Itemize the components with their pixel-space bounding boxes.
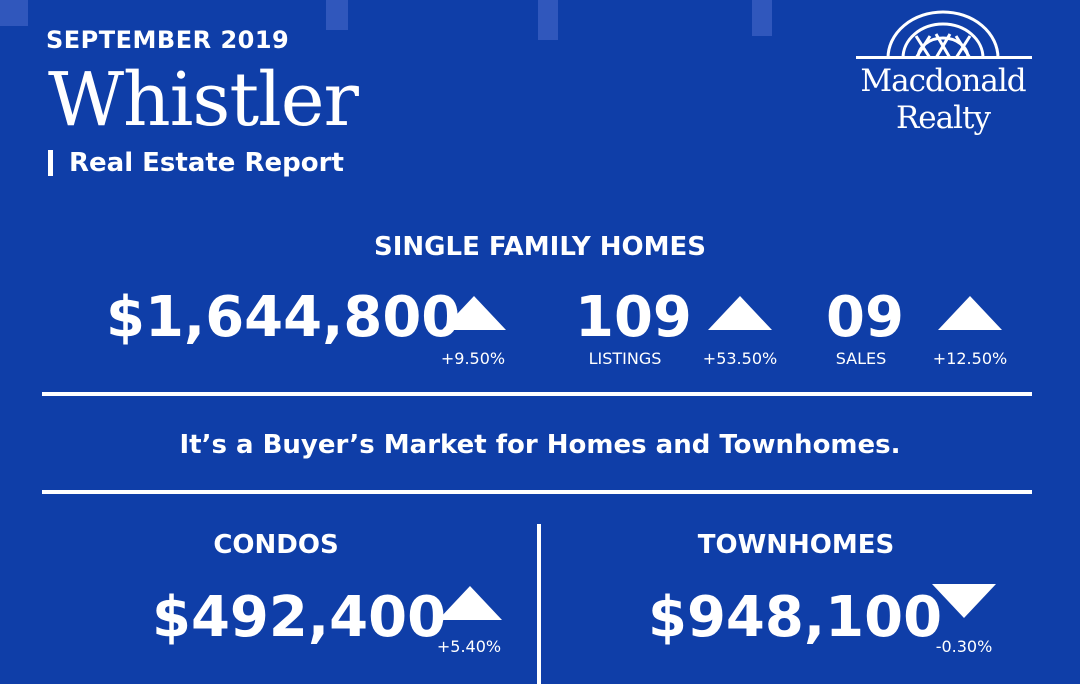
sfh-price: $1,644,800: [106, 285, 461, 350]
sfh-listings-label: LISTINGS: [588, 349, 662, 368]
sfh-listings: 109: [575, 285, 692, 350]
section-divider: [42, 392, 1032, 396]
background-band: [326, 0, 348, 30]
logo-wordmark-line1: Macdonald: [860, 63, 1026, 99]
report-subtitle: Real Estate Report: [69, 148, 344, 178]
logo-wordmark-line2: Realty: [895, 100, 991, 136]
sfh-sales-change: +12.50%: [932, 349, 1008, 368]
sfh-sales: 09: [826, 285, 904, 350]
background-band: [538, 0, 558, 40]
vertical-divider: [537, 524, 541, 684]
report-date: SEPTEMBER 2019: [46, 26, 290, 54]
up-arrow-icon: [438, 586, 502, 620]
condos-heading: CONDOS: [213, 530, 339, 560]
down-arrow-icon: [932, 584, 996, 618]
townhomes-heading: TOWNHOMES: [697, 530, 895, 560]
condos-price: $492,400: [152, 585, 447, 650]
single-family-heading: SINGLE FAMILY HOMES: [374, 232, 706, 262]
macdonald-realty-logo: Macdonald Realty: [848, 6, 1038, 146]
condos-price-change: +5.40%: [436, 637, 502, 656]
market-statement: It’s a Buyer’s Market for Homes and Town…: [179, 430, 901, 460]
townhomes-price-change: -0.30%: [935, 637, 993, 656]
subtitle-row: Real Estate Report: [48, 148, 344, 178]
sfh-listings-change: +53.50%: [702, 349, 778, 368]
sfh-sales-label: SALES: [835, 349, 887, 368]
subtitle-bar: [48, 150, 53, 176]
up-arrow-icon: [708, 296, 772, 330]
up-arrow-icon: [938, 296, 1002, 330]
section-divider: [42, 490, 1032, 494]
background-band: [752, 0, 772, 36]
background-band: [0, 0, 28, 26]
city-title: Whistler: [48, 57, 359, 143]
up-arrow-icon: [442, 296, 506, 330]
townhomes-price: $948,100: [648, 585, 943, 650]
sunburst-logo-icon: [856, 10, 1032, 59]
sfh-price-change: +9.50%: [440, 349, 506, 368]
